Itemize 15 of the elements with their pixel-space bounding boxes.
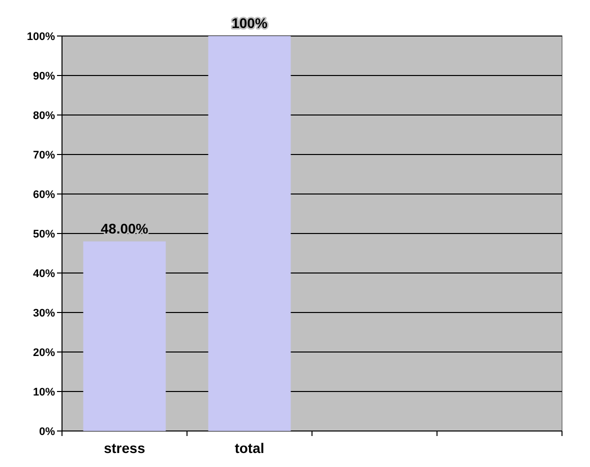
y-tick-label: 0% — [39, 426, 56, 438]
y-tick-label: 50% — [32, 228, 56, 240]
y-tick-label: 30% — [32, 307, 56, 320]
y-tick-label: 70% — [32, 149, 56, 162]
y-tick-label: 20% — [32, 346, 56, 359]
y-tick-label: 100% — [26, 30, 56, 43]
y-tick-label: 10% — [32, 386, 56, 398]
y-tick-label: 90% — [32, 70, 56, 82]
data-label: 100% — [232, 15, 268, 31]
x-tick-label: stress — [104, 440, 146, 456]
y-tick-label: 40% — [32, 268, 56, 280]
data-label: 48.00% — [100, 220, 149, 236]
x-tick-label: total — [234, 440, 264, 456]
y-tick-label: 60% — [32, 188, 56, 201]
y-tick-label: 80% — [32, 110, 56, 122]
